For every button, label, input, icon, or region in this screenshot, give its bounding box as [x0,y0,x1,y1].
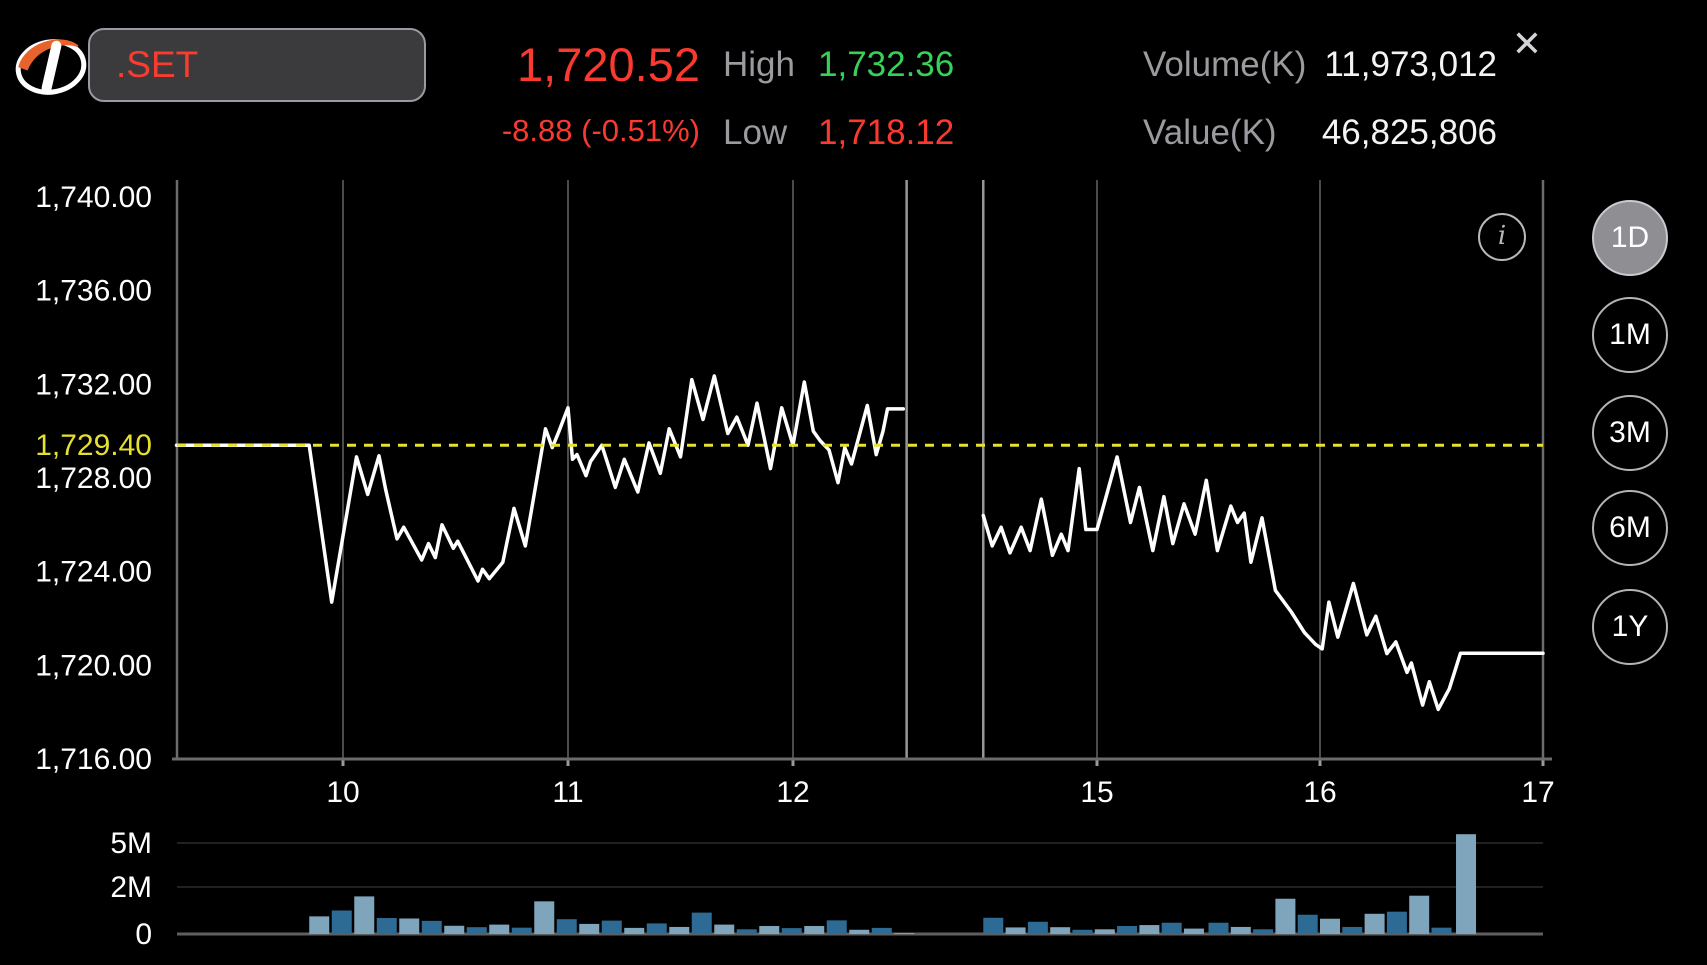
range-button-3m[interactable]: 3M [1592,395,1668,471]
volume-bar [669,926,690,934]
app-logo [14,34,88,98]
volume-bar [849,929,870,934]
price-line [981,455,1545,712]
volume-bar [826,920,847,934]
volume-bar [354,896,375,934]
volume-bar [714,924,735,934]
y-axis-label: 1,720.00 [35,649,152,682]
volume-bar [511,927,532,934]
volume-bar [421,920,442,934]
range-button-1d[interactable]: 1D [1592,200,1668,276]
y-axis-label: 1,724.00 [35,556,152,589]
range-button-6m[interactable]: 6M [1592,490,1668,566]
price-chart[interactable]: 5M 2M 0 1,729.40 1,740.00 1,736.00 1,732.00 1,7… [0,160,1707,960]
volume-bar [894,933,915,934]
volume-bar [534,901,555,934]
volume-bar [1208,922,1229,934]
volume-bar [1342,926,1363,934]
volume-axis-label: 5M [110,827,152,860]
volume-bar [871,927,892,934]
volume-bar [1297,914,1318,934]
close-icon[interactable]: ✕ [1511,23,1543,64]
volume-bar [1072,929,1093,934]
symbol-input-value[interactable]: .SET [116,44,199,85]
x-axis-label: 10 [326,776,359,809]
volume-bar [444,925,465,934]
volume-bar [759,926,780,934]
volume-bar [781,928,802,934]
x-axis-label: 17 [1521,776,1554,809]
volume-bar [1183,928,1204,934]
price-line [174,374,906,604]
low-label: Low [723,113,788,152]
volume-bar [1409,895,1430,934]
value-label: Value(K) [1143,113,1277,152]
high-value: 1,732.36 [818,45,955,84]
volume-bar [1050,927,1071,934]
volume-bar [1386,911,1407,934]
volume-bar [489,924,510,934]
prev-close-label: 1,729.40 [35,429,152,462]
volume-bar [1320,918,1340,934]
volume-bar [399,918,420,934]
volume-axis-label: 0 [135,918,152,951]
volume-bar [376,918,397,934]
y-axis-label: 1,716.00 [35,743,152,776]
volume-bar [1094,929,1115,934]
volume-bar [646,923,667,934]
volume-bar [331,910,352,934]
volume-bar [624,927,645,934]
y-axis-label: 1,732.00 [35,368,152,401]
price-change: -8.88 (-0.51%) [501,113,700,148]
volume-bar [601,920,622,934]
y-axis-label: 1,728.00 [35,462,152,495]
volume-value: 11,973,012 [1324,45,1497,84]
info-icon[interactable]: i [1478,213,1526,261]
volume-bar [466,927,487,934]
volume-bar [1364,913,1385,934]
volume-bar [1117,926,1138,934]
range-button-1y[interactable]: 1Y [1592,589,1668,665]
last-price: 1,720.52 [517,38,700,91]
volume-bar [1253,929,1274,934]
volume-bar [983,917,1004,934]
volume-axis-label: 2M [110,871,152,904]
volume-bar [556,919,577,934]
volume-bar [1230,926,1251,934]
range-button-1m[interactable]: 1M [1592,297,1668,373]
volume-bar [1275,898,1296,934]
x-axis-label: 16 [1303,776,1336,809]
volume-bar [736,929,757,934]
volume-bar [309,916,330,934]
thanachart-logo-icon [15,39,87,95]
x-axis-label: 11 [552,776,583,809]
symbol-search-box[interactable]: .SET [88,28,426,102]
volume-bar [1456,834,1477,934]
volume-bar [1005,927,1026,934]
volume-bar [691,912,712,934]
volume-bar [804,926,825,934]
volume-bar [1431,927,1452,934]
value-value: 46,825,806 [1321,113,1497,152]
y-axis-label: 1,736.00 [35,275,152,308]
high-label: High [723,45,795,84]
x-axis-label: 15 [1080,776,1113,809]
low-value: 1,718.12 [818,113,955,152]
volume-label: Volume(K) [1143,45,1307,84]
y-axis-label: 1,740.00 [35,181,152,214]
volume-bar [1161,922,1182,934]
volume-bar [579,923,600,934]
volume-bar [1139,925,1160,934]
x-axis-label: 12 [776,776,809,809]
volume-bar [1027,921,1048,934]
